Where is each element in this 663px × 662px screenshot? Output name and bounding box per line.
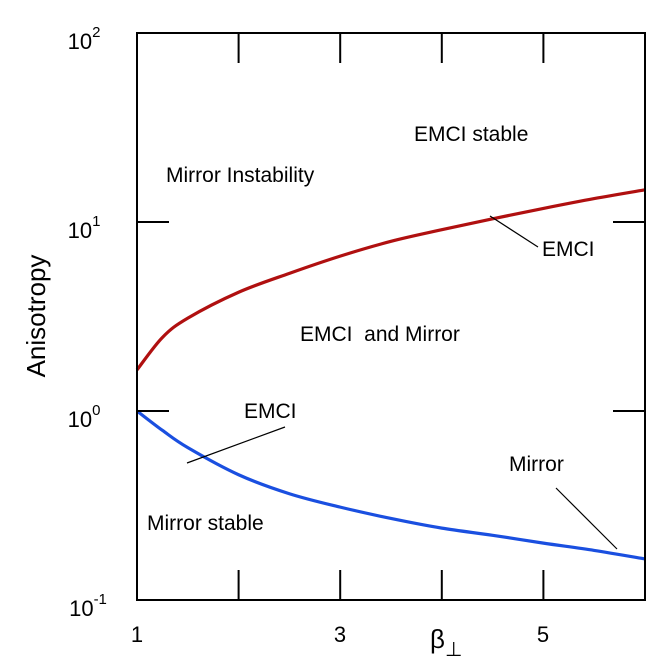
x-axis-subscript: ⊥ bbox=[445, 639, 462, 661]
annotation-emci-and-mirror: EMCI and Mirror bbox=[300, 323, 460, 346]
x-tick-label-3: 3 bbox=[334, 622, 346, 647]
mirror-threshold-curve bbox=[136, 409, 646, 561]
emci-lower-leader bbox=[186, 426, 286, 464]
annotation-emci-lower: EMCI bbox=[244, 400, 297, 423]
x-tick-label-1: 1 bbox=[131, 622, 143, 647]
y-tick-label-0.1: 10-1 bbox=[69, 591, 107, 621]
annotation-mirror-stable: Mirror stable bbox=[147, 512, 264, 535]
annotation-emci-stable: EMCI stable bbox=[414, 123, 528, 146]
y-tick-exp: 0 bbox=[92, 402, 100, 419]
y-tick-base: 10 bbox=[68, 218, 92, 243]
y-tick-label-100: 102 bbox=[68, 24, 101, 54]
y-tick-exp: -1 bbox=[94, 591, 107, 608]
axis-ticks bbox=[137, 33, 645, 600]
emci-threshold-curve bbox=[135, 188, 646, 371]
y-tick-base: 10 bbox=[68, 407, 92, 432]
annotation-mirror-instability: Mirror Instability bbox=[166, 164, 315, 187]
y-tick-base: 10 bbox=[69, 596, 93, 621]
x-axis-title: β⊥ bbox=[430, 624, 462, 661]
annotation-mirror: Mirror bbox=[509, 453, 564, 476]
plot-frame bbox=[136, 32, 646, 601]
y-tick-label-10: 101 bbox=[68, 213, 101, 243]
y-tick-base: 10 bbox=[68, 29, 92, 54]
y-tick-exp: 2 bbox=[92, 24, 100, 41]
mirror-leader bbox=[555, 487, 618, 550]
annotation-emci-upper: EMCI bbox=[542, 238, 595, 261]
x-tick-label-5: 5 bbox=[537, 622, 549, 647]
emci-upper-leader bbox=[489, 215, 539, 248]
y-tick-label-1: 100 bbox=[68, 402, 101, 432]
y-axis-title: Anisotropy bbox=[21, 255, 51, 378]
y-tick-exp: 1 bbox=[92, 213, 100, 230]
x-axis-beta: β bbox=[430, 624, 445, 654]
